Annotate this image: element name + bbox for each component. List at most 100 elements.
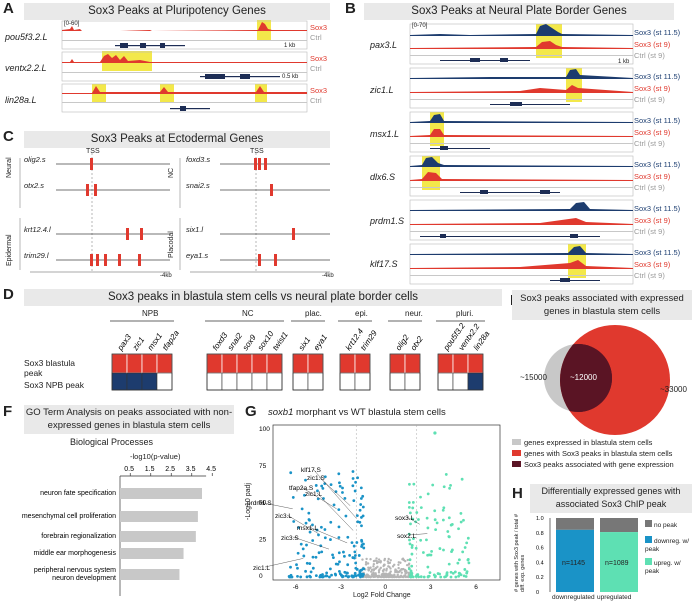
panel-b-tracks: pax3.L zic1.L msx1.L dlx6.S prdm1.S klf1… xyxy=(340,22,695,290)
point xyxy=(388,575,391,578)
tick-label: 0 xyxy=(259,573,263,580)
group-label: Epidermal xyxy=(6,234,13,266)
npb-peak-cell xyxy=(266,372,283,391)
point xyxy=(421,551,425,554)
gene-label: six1 xyxy=(297,335,313,352)
npb-peak-cell xyxy=(404,372,421,391)
point xyxy=(372,575,375,579)
gene-label: snai2.s xyxy=(186,181,210,190)
point xyxy=(433,509,437,513)
point xyxy=(449,570,453,574)
point xyxy=(466,558,470,561)
npb-peak-cell xyxy=(437,372,454,391)
npb-peak-cell xyxy=(126,372,143,391)
point xyxy=(410,543,414,547)
point xyxy=(353,571,357,575)
axis-label: -4kb xyxy=(322,273,334,279)
title-rest: morphant vs WT blastula stem cells xyxy=(293,407,446,418)
point xyxy=(397,561,400,564)
group-label: NPB xyxy=(142,309,159,318)
point xyxy=(441,508,445,512)
point xyxy=(410,552,414,556)
npb-peak-cell xyxy=(251,372,268,391)
go-bar xyxy=(120,569,180,580)
point xyxy=(410,546,414,549)
genome-tracks-b xyxy=(409,23,634,285)
point xyxy=(305,543,308,547)
point xyxy=(448,486,451,490)
tss-label: TSS xyxy=(250,148,264,155)
point xyxy=(307,511,311,515)
track-label: Ctrl xyxy=(310,33,322,42)
gene-annotation: zic1.L xyxy=(305,491,322,498)
point xyxy=(467,561,471,565)
point xyxy=(344,514,348,518)
point xyxy=(353,554,357,557)
point xyxy=(412,537,415,540)
axis-title: Log2 Fold Change xyxy=(353,592,411,599)
chart-subtitle: Biological Processes xyxy=(70,437,154,447)
point xyxy=(317,533,320,537)
point xyxy=(419,538,423,542)
bar-label: upregulated xyxy=(597,594,632,601)
point xyxy=(438,572,441,576)
point xyxy=(311,539,315,542)
point xyxy=(457,574,461,578)
point xyxy=(316,489,319,493)
gene-label: otx2 xyxy=(409,334,425,352)
gene-label: olig2.s xyxy=(24,155,46,164)
gene-label: eya1 xyxy=(312,333,329,352)
point xyxy=(459,520,463,524)
point xyxy=(367,566,370,569)
point xyxy=(366,562,370,565)
tick-label: 50 xyxy=(259,500,267,507)
point xyxy=(450,550,453,554)
panel-c-title: Sox3 Peaks at Ectodermal Genes xyxy=(24,131,330,148)
legend-item: genes with Sox3 peaks in blastula stem c… xyxy=(512,449,672,458)
point xyxy=(381,569,385,572)
point xyxy=(311,566,315,570)
point xyxy=(377,571,381,574)
panel-label-a: A xyxy=(3,0,14,17)
row-label: Sox3 blastula peak xyxy=(24,358,76,378)
gene-label: tfap2a xyxy=(161,328,181,352)
point xyxy=(308,530,312,534)
go-bar xyxy=(120,548,184,559)
axis-label: -4kb xyxy=(160,273,172,279)
point xyxy=(359,497,363,500)
point xyxy=(341,491,344,494)
point xyxy=(388,561,392,565)
go-term-label: forebrain regionalization xyxy=(41,533,116,540)
npb-peak-cell xyxy=(467,372,484,391)
group-label: pluri. xyxy=(456,309,474,318)
blastula-peak-cell xyxy=(126,353,143,374)
point xyxy=(325,574,329,578)
tick-label: -3 xyxy=(338,584,344,591)
point xyxy=(338,560,341,564)
point xyxy=(431,483,435,487)
point xyxy=(302,554,306,558)
point xyxy=(304,521,308,525)
point xyxy=(357,573,361,577)
tick-label: 100 xyxy=(259,426,270,433)
point xyxy=(388,565,391,569)
point xyxy=(345,571,349,575)
track-label: Sox3 xyxy=(310,86,328,95)
point xyxy=(365,557,368,561)
point xyxy=(400,571,403,574)
scalebar-label: 0.5 kb xyxy=(282,74,299,80)
point xyxy=(379,575,383,578)
go-bar xyxy=(120,531,196,542)
point xyxy=(320,550,324,554)
point xyxy=(407,571,411,574)
point xyxy=(309,575,312,579)
point xyxy=(361,558,364,561)
point xyxy=(372,559,376,563)
point xyxy=(338,484,342,488)
group-box xyxy=(437,353,484,391)
blastula-peak-cell xyxy=(111,353,128,374)
point xyxy=(380,573,383,576)
point xyxy=(370,568,374,572)
bar-n: n=1089 xyxy=(605,560,629,567)
panel-label-h: H xyxy=(512,485,523,502)
